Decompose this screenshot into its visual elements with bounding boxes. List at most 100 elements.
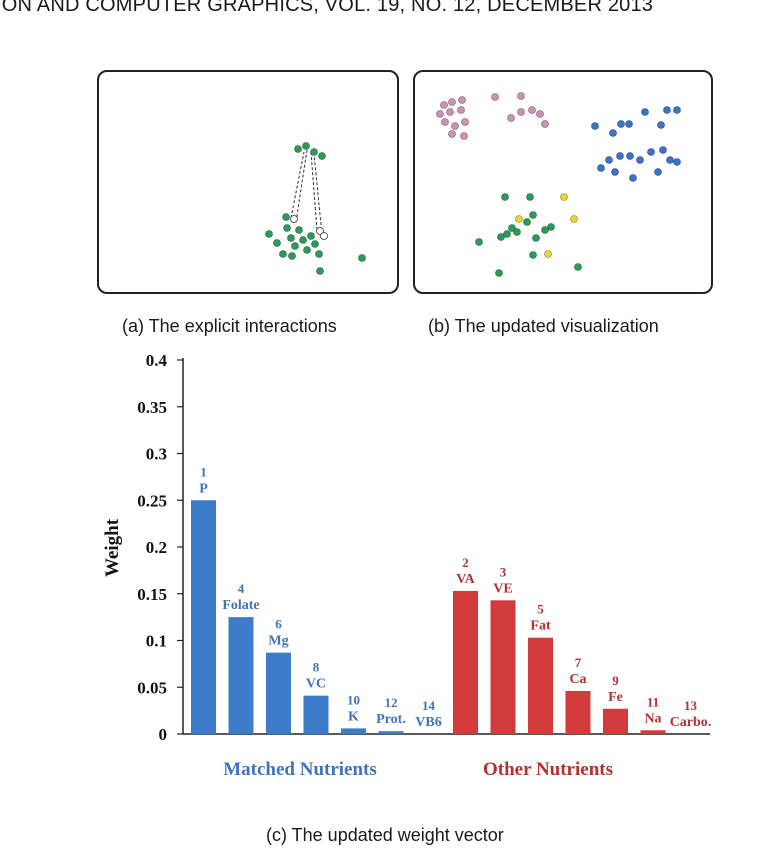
data-point — [517, 108, 525, 116]
y-axis-label: Weight — [102, 518, 123, 577]
data-point — [591, 122, 599, 130]
bar-nutrient-label: Carbo. — [670, 715, 712, 730]
bar-rank-label: 13 — [684, 698, 698, 713]
data-point — [497, 233, 505, 241]
data-point — [541, 226, 549, 234]
bar-vc — [303, 695, 329, 734]
data-point — [294, 145, 302, 153]
data-point — [529, 211, 537, 219]
data-point — [446, 108, 454, 116]
data-point — [265, 230, 273, 238]
data-point — [625, 120, 633, 128]
data-point — [279, 250, 287, 258]
data-point — [501, 193, 509, 201]
data-point — [636, 156, 644, 164]
y-tick-label: 0.2 — [146, 538, 167, 557]
y-ticks: 0 0.05 0.1 0.15 0.2 0.25 0.3 0.35 0.4 — [137, 351, 183, 744]
bar-prot — [378, 731, 404, 734]
drag-arrows — [290, 149, 323, 236]
bar-rank-label: 14 — [422, 698, 436, 713]
drag-arrow — [310, 151, 318, 231]
data-point — [515, 215, 523, 223]
data-point — [503, 230, 511, 238]
data-point — [475, 238, 483, 246]
weight-bar-chart: Weight 0 0.05 0.1 0.15 0.2 0.25 0.3 0.35 0.4 1 P 4… — [102, 351, 711, 780]
y-tick-label: 0.1 — [146, 632, 167, 651]
drag-arrow — [313, 153, 323, 236]
data-point — [310, 148, 318, 156]
bar-nutrient-label: Fe — [608, 690, 623, 705]
bar-rank-label: 11 — [647, 694, 659, 709]
caption-a: (a) The explicit interactions — [122, 316, 337, 336]
bar-rank-label: 6 — [275, 617, 282, 632]
data-point — [460, 132, 468, 140]
bar-p — [191, 500, 216, 734]
data-point — [318, 152, 326, 160]
data-point-origin — [316, 227, 324, 235]
data-point — [528, 106, 536, 114]
panel-explicit-interactions — [97, 70, 399, 294]
bar-labels: 1 P 4 Folate 6 Mg 8 VC 10 K 12 Prot. 14 VB6 2 VA 3 VE 5 Fat… — [199, 464, 711, 730]
data-point — [609, 129, 617, 137]
drag-arrow — [290, 151, 305, 219]
data-point — [523, 218, 531, 226]
data-point — [457, 106, 465, 114]
data-point — [448, 98, 456, 106]
bar-rank-label: 12 — [385, 695, 398, 710]
bar-nutrient-label: K — [348, 709, 359, 724]
data-point — [441, 118, 449, 126]
bar-rank-label: 1 — [200, 464, 207, 479]
panel-updated-visualization — [413, 70, 713, 294]
data-point — [611, 168, 619, 176]
data-point — [458, 96, 466, 104]
data-point-origin — [290, 215, 298, 223]
data-point — [617, 120, 625, 128]
data-point — [544, 250, 552, 258]
y-tick-label: 0.15 — [137, 585, 167, 604]
data-point — [311, 240, 319, 248]
data-point — [436, 110, 444, 118]
data-point — [461, 118, 469, 126]
bar-rank-label: 8 — [313, 660, 320, 675]
journal-header: ION AND COMPUTER GRAPHICS, VOL. 19, NO. … — [0, 0, 654, 16]
cluster-green — [265, 142, 366, 275]
bar-rank-label: 5 — [537, 602, 544, 617]
bar-folate — [228, 617, 254, 734]
bar-nutrient-label: Folate — [222, 598, 259, 613]
y-tick-label: 0 — [159, 725, 168, 744]
data-point — [532, 234, 540, 242]
original-positions — [290, 215, 328, 240]
data-point — [451, 122, 459, 130]
data-point — [299, 236, 307, 244]
bar-nutrient-label: VB6 — [415, 715, 441, 730]
bar-nutrient-label: VA — [456, 572, 475, 587]
y-tick-label: 0.05 — [137, 678, 167, 697]
data-point — [288, 252, 296, 260]
data-point — [654, 168, 662, 176]
caption-b: (b) The updated visualization — [428, 316, 659, 336]
data-point — [508, 224, 516, 232]
cluster-pink — [436, 92, 549, 140]
cluster-yellow — [515, 193, 578, 258]
y-tick-label: 0.4 — [146, 351, 168, 370]
data-point — [307, 232, 315, 240]
data-point — [529, 251, 537, 259]
data-point — [570, 215, 578, 223]
data-point — [629, 174, 637, 182]
bar-ca — [565, 690, 591, 734]
bar-rank-label: 10 — [347, 692, 360, 707]
bar-rank-label: 2 — [462, 555, 469, 570]
data-point — [605, 156, 613, 164]
bar-va — [453, 590, 478, 734]
data-point — [448, 130, 456, 138]
data-point — [673, 106, 681, 114]
data-point — [657, 121, 665, 129]
data-point — [673, 158, 681, 166]
y-tick-label: 0.35 — [137, 398, 167, 417]
bar-fat — [528, 637, 553, 734]
data-point — [302, 142, 310, 150]
data-point — [273, 239, 281, 247]
data-point — [282, 213, 290, 221]
data-point — [517, 92, 525, 100]
cluster-blue — [591, 106, 681, 182]
